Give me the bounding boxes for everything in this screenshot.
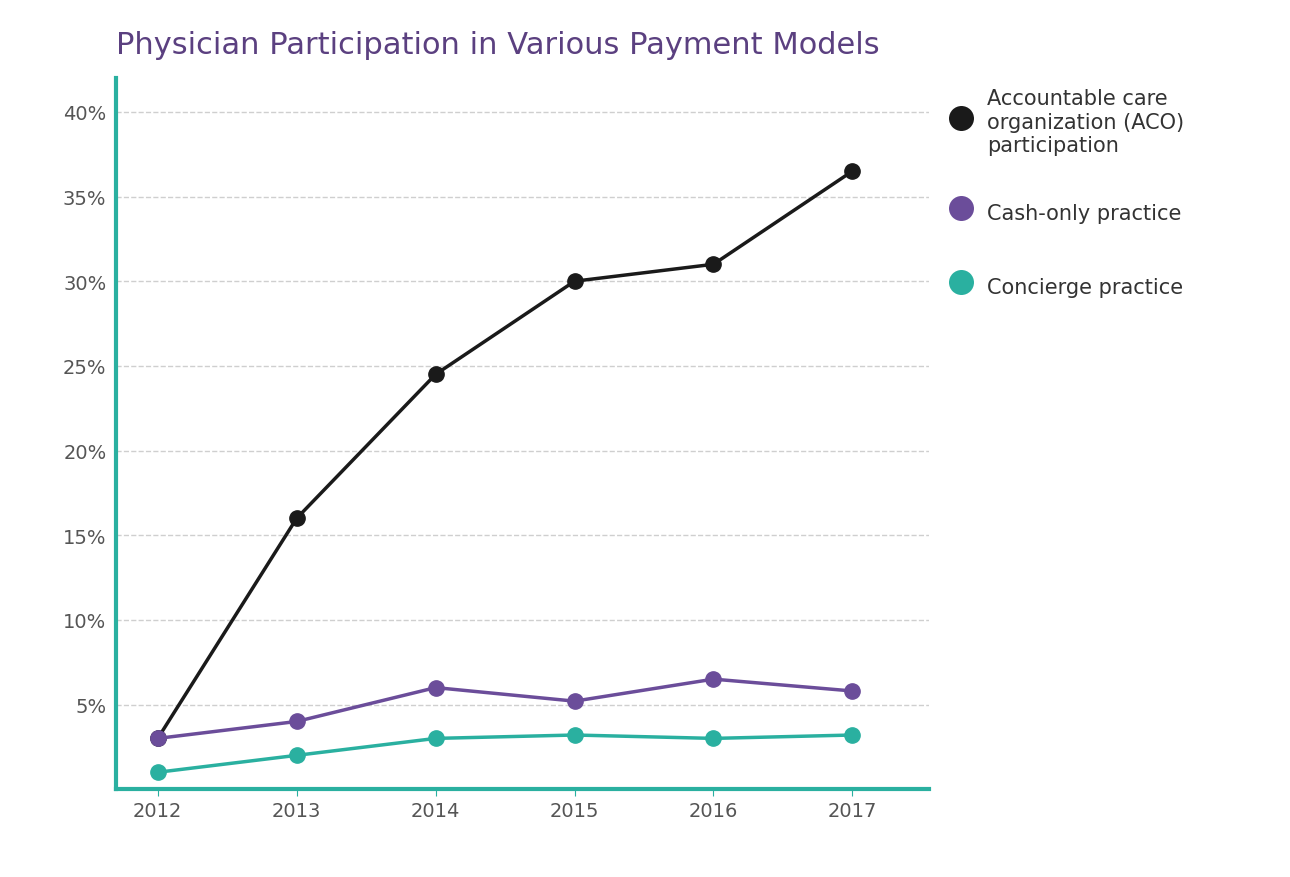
Legend: Accountable care
organization (ACO)
participation, Cash-only practice, Concierge: Accountable care organization (ACO) part… bbox=[956, 89, 1184, 303]
Text: Physician Participation in Various Payment Models: Physician Participation in Various Payme… bbox=[116, 31, 880, 60]
